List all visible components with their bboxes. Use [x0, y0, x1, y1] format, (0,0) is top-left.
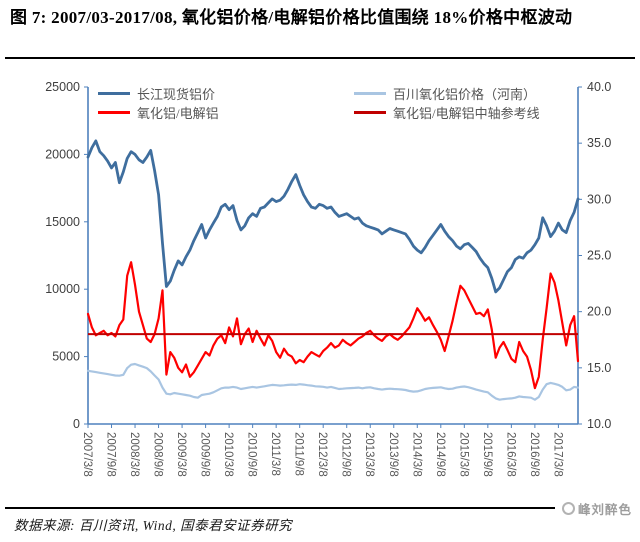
x-axis-tick-label: 2012/9/8	[340, 432, 352, 477]
series-line	[86, 139, 580, 294]
y2-axis-tick-label: 25.0	[587, 249, 611, 263]
legend-line-swatch	[354, 110, 386, 114]
y-axis-tick-label: 25000	[45, 80, 80, 94]
y-axis-tick-label: 10000	[45, 282, 80, 296]
figure-title: 图 7: 2007/03-2017/08, 氧化铝价格/电解铝价格比值围绕 18…	[10, 8, 573, 27]
x-axis-tick-label: 2007/9/8	[105, 432, 117, 477]
series-line	[86, 362, 580, 401]
y-axis-tick-label: 0	[73, 417, 80, 431]
y2-axis-tick-label: 35.0	[587, 136, 611, 150]
y2-axis-tick-label: 10.0	[587, 417, 611, 431]
x-axis-tick-label: 2016/3/8	[504, 432, 516, 477]
legend-label: 百川氧化铝价格（河南）	[393, 86, 537, 102]
x-axis-tick-label: 2010/3/8	[222, 432, 234, 477]
chart-legend: 长江现货铝价 百川氧化铝价格（河南） 氧化铝/电解铝 氧化铝/电解铝中轴参考线	[98, 85, 540, 121]
x-axis-tick-label: 2013/9/8	[387, 432, 399, 477]
y2-axis-tick-label: 30.0	[587, 192, 611, 206]
watermark-logo-icon	[561, 502, 575, 515]
data-source: 数据来源: 百川资讯, Wind, 国泰君安证券研究	[14, 518, 293, 533]
x-axis-tick-label: 2009/3/8	[175, 432, 187, 477]
x-axis-tick-label: 2014/3/8	[410, 432, 422, 477]
x-axis-tick-label: 2015/9/8	[481, 432, 493, 477]
x-axis-tick-label: 2007/3/8	[81, 432, 93, 477]
legend-line-swatch	[98, 91, 130, 95]
legend-item-alumina-price: 百川氧化铝价格（河南）	[354, 85, 540, 102]
x-axis-tick-label: 2009/9/8	[199, 432, 211, 477]
legend-item-aluminum-price: 长江现货铝价	[98, 85, 348, 102]
x-axis-tick-label: 2017/3/8	[551, 432, 563, 477]
series-line	[86, 261, 580, 390]
x-axis-tick-label: 2010/9/8	[246, 432, 258, 477]
y2-axis-tick-label: 40.0	[587, 80, 611, 94]
y-axis-tick-label: 5000	[52, 350, 80, 364]
y-axis-tick-label: 15000	[45, 215, 80, 229]
legend-line-swatch	[354, 91, 386, 95]
x-axis-tick-label: 2013/3/8	[363, 432, 375, 477]
legend-label: 氧化铝/电解铝	[137, 105, 219, 121]
legend-label: 氧化铝/电解铝中轴参考线	[393, 105, 540, 121]
x-axis-tick-label: 2011/9/8	[293, 432, 305, 476]
watermark: 峰刘醉色	[561, 499, 632, 518]
footer-divider	[5, 507, 555, 509]
title-divider	[5, 57, 635, 59]
x-axis-tick-label: 2014/9/8	[434, 432, 446, 477]
legend-item-ratio: 氧化铝/电解铝	[98, 104, 348, 121]
legend-line-swatch	[98, 110, 130, 114]
x-axis-tick-label: 2008/3/8	[128, 432, 140, 477]
legend-label: 长江现货铝价	[137, 86, 216, 102]
x-axis-tick-label: 2015/3/8	[457, 432, 469, 477]
x-axis-tick-label: 2016/9/8	[528, 432, 540, 477]
y2-axis-tick-label: 20.0	[587, 305, 611, 319]
watermark-text: 峰刘醉色	[577, 503, 632, 517]
y-axis-tick-label: 20000	[45, 147, 80, 161]
y2-axis-tick-label: 15.0	[587, 361, 611, 375]
legend-item-reference-line: 氧化铝/电解铝中轴参考线	[354, 104, 540, 121]
x-axis-tick-label: 2008/9/8	[152, 432, 164, 477]
x-axis-tick-label: 2012/3/8	[316, 432, 328, 477]
x-axis-tick-label: 2011/3/8	[269, 432, 281, 476]
